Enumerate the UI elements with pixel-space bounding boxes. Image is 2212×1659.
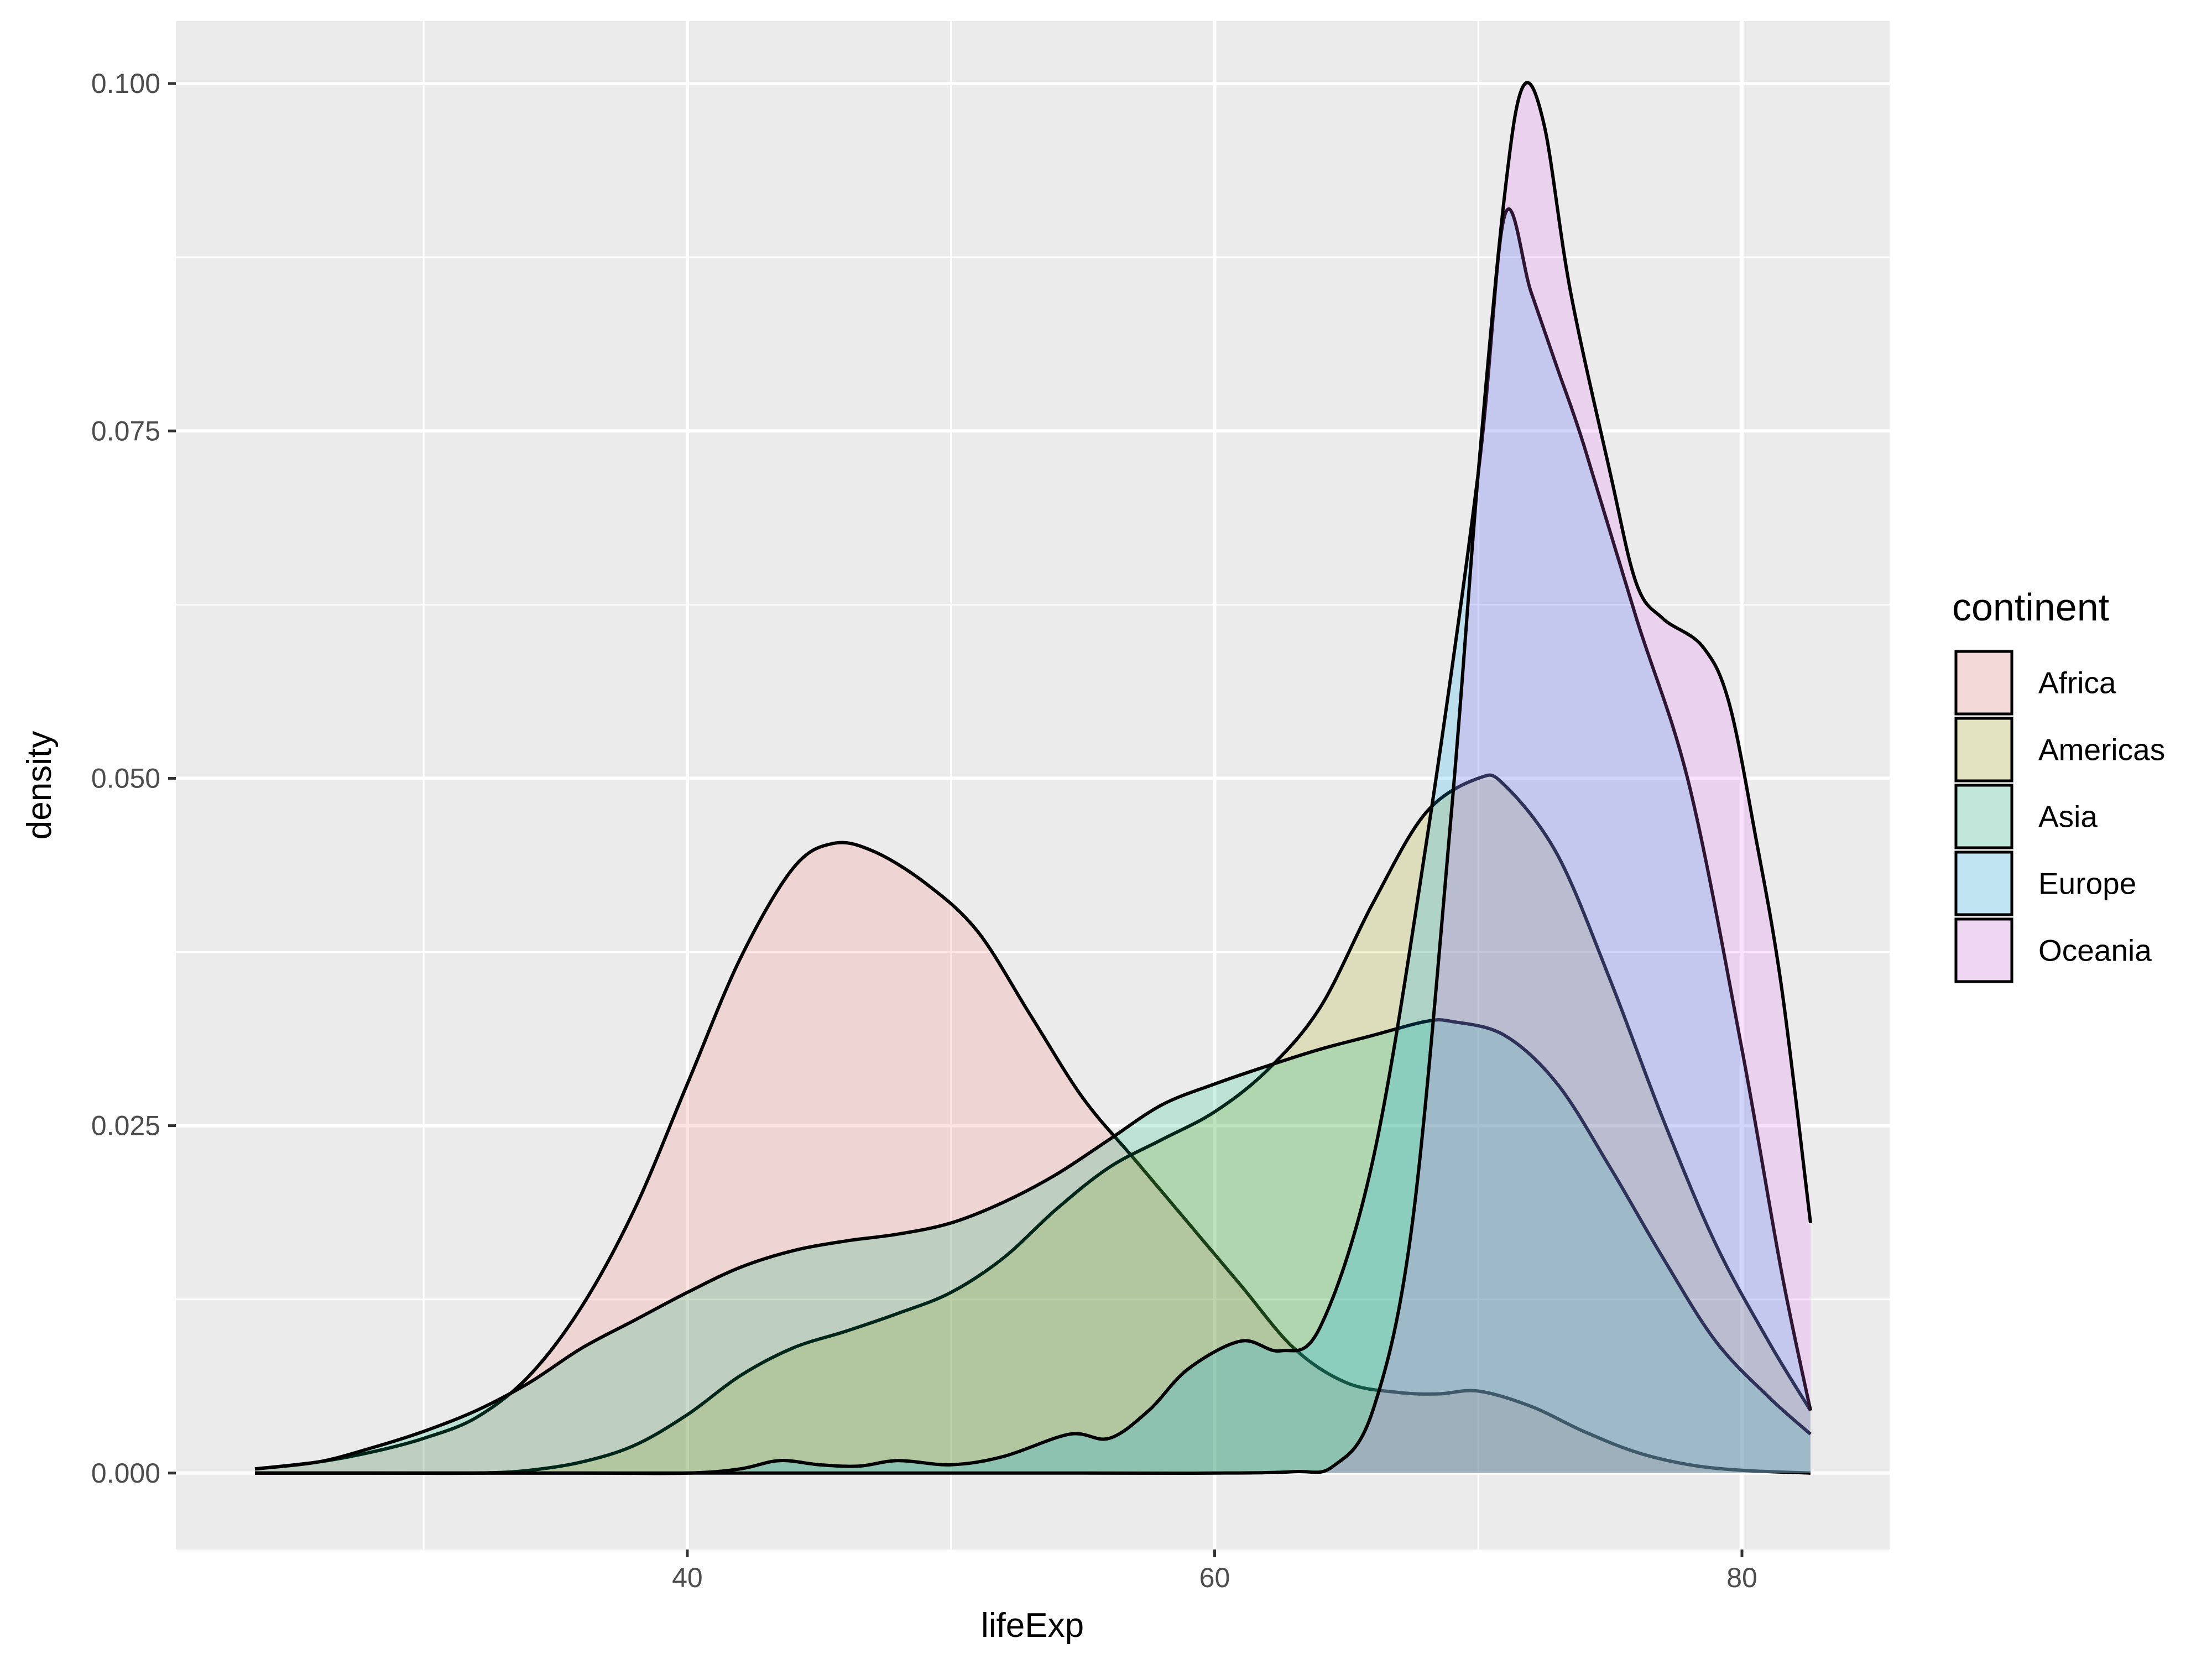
x-tick-label: 40	[672, 1562, 703, 1593]
y-tick-label: 0.025	[91, 1110, 160, 1141]
asia-density-line	[254, 1018, 1812, 1471]
x-axis-title: lifeExp	[981, 1606, 1084, 1645]
y-axis-title: density	[20, 731, 59, 839]
africa-density-line	[254, 841, 1811, 1475]
legend-swatch-asia	[1954, 784, 2013, 849]
legend: continent Africa Americas Asia Europe Oceani…	[1952, 586, 2165, 984]
y-tick-label: 0.100	[91, 68, 160, 99]
minor-gridlines	[176, 21, 1890, 1550]
y-tick-label: 0.000	[91, 1458, 160, 1489]
density-series	[254, 81, 1812, 1475]
x-tick-label: 80	[1726, 1562, 1757, 1593]
legend-key-background	[1954, 649, 2014, 716]
legend-label-europe: Europe	[2038, 867, 2136, 901]
legend-label-oceania: Oceania	[2038, 933, 2152, 968]
y-axis: 0.000 0.025 0.050 0.075 0.100	[91, 68, 176, 1489]
legend-label-africa: Africa	[2038, 666, 2116, 700]
europe-density-line	[255, 207, 1812, 1475]
legend-swatch-africa	[1954, 650, 2013, 716]
y-tick-label: 0.075	[91, 415, 160, 446]
legend-items: Africa Americas Asia Europe Oceania	[1954, 649, 2165, 984]
y-tick-label: 0.050	[91, 763, 160, 794]
x-axis: 40 60 80	[672, 1550, 1757, 1593]
legend-swatch-europe	[1954, 851, 2013, 916]
legend-key-background	[1954, 917, 2014, 984]
oceania-density-area	[255, 82, 1811, 1473]
americas-density-area	[255, 775, 1811, 1474]
legend-key-background	[1954, 850, 2014, 917]
plot-panel	[176, 21, 1890, 1550]
americas-density-line	[255, 773, 1812, 1475]
legend-label-americas: Americas	[2038, 733, 2165, 767]
legend-key-background	[1954, 783, 2014, 850]
legend-key-background	[1954, 716, 2014, 783]
oceania-density-line	[255, 81, 1812, 1475]
legend-swatch-americas	[1954, 717, 2013, 782]
legend-label-asia: Asia	[2038, 800, 2098, 834]
legend-swatch-oceania	[1954, 917, 2013, 983]
legend-title: continent	[1952, 586, 2109, 629]
x-tick-label: 60	[1199, 1562, 1230, 1593]
